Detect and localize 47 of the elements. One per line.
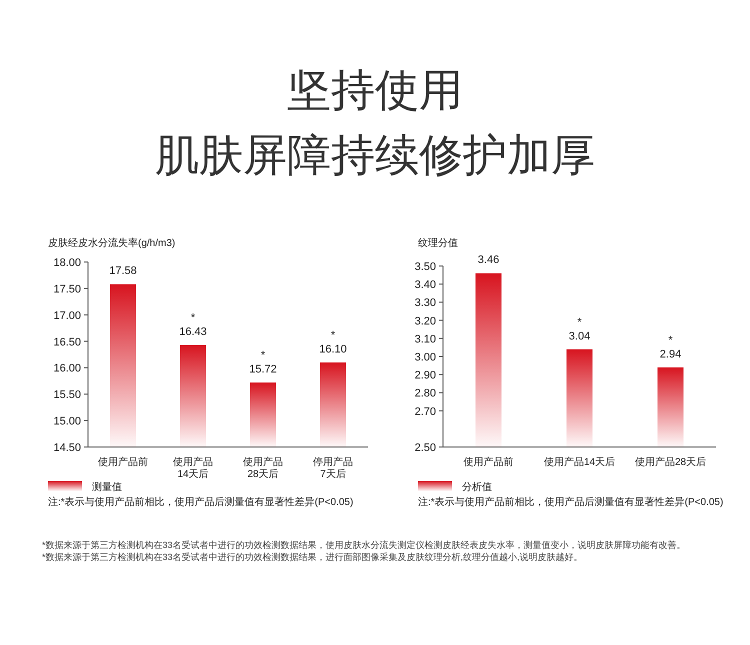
x-tick-label: 使用产品 28天后 xyxy=(243,456,283,480)
text: *数据来源于第三方检测机构在33名受试者中进行的功效检测数据结果，使用皮肤水分流失测定仪检测皮肤经表皮失水率，测量值变小，说明皮肤屏障功能有改善。 xyxy=(42,540,686,550)
y-tick-label: 2.50 xyxy=(414,442,436,454)
x-tick-label: 使用产品前 xyxy=(464,456,514,468)
annotation: * xyxy=(668,334,674,346)
chart-subtitle: 肌肤屏障持续修护加厚 xyxy=(155,131,595,180)
text: 注:*表示与使用产品前相比，使用产品后测量值有显著性差异(P<0.05) xyxy=(48,496,354,508)
annotation: * xyxy=(577,316,582,328)
y-tick-label: 3.00 xyxy=(414,352,436,364)
y-tick-label: 17.00 xyxy=(53,310,81,322)
text: 16.43 xyxy=(179,326,207,338)
y-tick-label: 15.50 xyxy=(53,389,81,402)
x-tick-label: 使用产品 14天后 xyxy=(173,456,213,480)
text: 17.58 xyxy=(109,265,137,278)
legend-label: 分析值 xyxy=(462,481,492,493)
y-tick-label: 16.50 xyxy=(53,336,81,348)
y-tick-label: 3.10 xyxy=(414,333,436,346)
y-tick-label: 17.50 xyxy=(53,283,81,296)
text: 15.72 xyxy=(249,364,277,376)
data-label: 2.94 xyxy=(660,348,682,360)
annotation: * xyxy=(190,312,196,324)
y-tick-label: 3.20 xyxy=(414,315,436,328)
y-tick-label: 2.80 xyxy=(414,388,436,400)
x-tick-label: 使用产品28天后 xyxy=(634,456,706,468)
y-tick-label: 18.00 xyxy=(53,257,81,269)
y-tick-label: 3.40 xyxy=(414,279,436,292)
chart-title: 坚持使用 xyxy=(287,66,463,115)
y-tick-label: 2.90 xyxy=(414,370,436,382)
y-axis-title: 皮肤经皮水分流失率(g/h/m3) xyxy=(48,237,176,249)
y-tick-label: 3.30 xyxy=(414,297,436,310)
y-tick-label: 14.50 xyxy=(53,442,81,454)
x-tick-label: 使用产品前 xyxy=(98,456,148,468)
y-tick-label: 3.50 xyxy=(414,261,436,273)
annotation: * xyxy=(260,350,266,362)
y-tick-label: 16.00 xyxy=(53,362,81,375)
x-tick-label: 使用产品14天后 xyxy=(544,456,616,468)
legend-label: 测量值 xyxy=(92,481,122,493)
text: 16.10 xyxy=(319,343,347,356)
text: *数据来源于第三方检测机构在33名受试者中进行的功效检测数据结果，进行面部图像采集及皮肤纹理分析,纹理分值越小,说明皮肤越好。 xyxy=(42,552,583,562)
y-tick-label: 15.00 xyxy=(53,416,81,428)
x-tick-label: 停用产品 7天后 xyxy=(313,456,353,480)
data-label: 3.04 xyxy=(568,330,590,342)
y-axis-title: 纹理分值 xyxy=(418,237,458,249)
data-label: 3.46 xyxy=(478,254,500,266)
y-tick-label: 2.70 xyxy=(414,406,436,418)
annotation: * xyxy=(330,329,336,342)
text: 注:*表示与使用产品前相比，使用产品后测量值有显著性差异(P<0.05) xyxy=(418,496,724,508)
